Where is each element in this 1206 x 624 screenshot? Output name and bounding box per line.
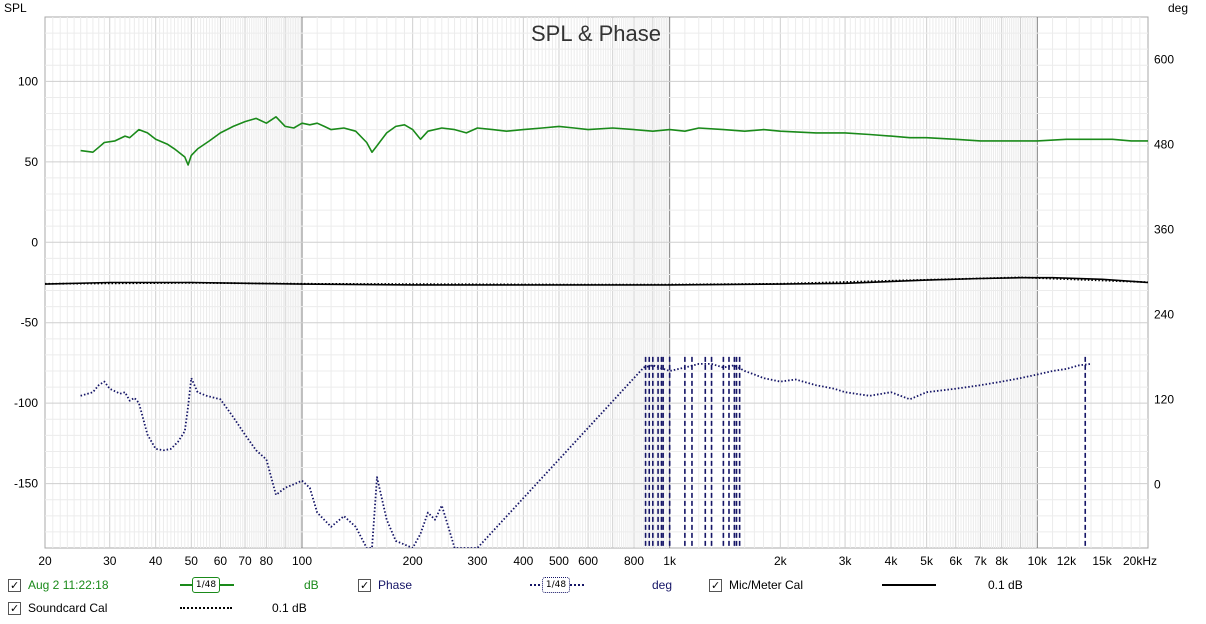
x-tick-label: 400 [513,554,533,568]
legend-unit-soundcard-cal: 0.1 dB [272,601,307,615]
x-tick-label: 30 [103,554,117,568]
y-right-tick-label: 600 [1154,52,1174,66]
series-line-0 [80,116,1148,166]
legend-label-measurement: Aug 2 11:22:18 [28,578,109,592]
y-left-axis-label: SPL [4,1,27,15]
x-tick-label: 3k [839,554,853,568]
y-left-tick-label: 100 [18,74,38,88]
swatch-mic-cal [882,584,936,586]
series-line-3 [45,276,1148,286]
y-left-tick-label: -50 [21,316,39,330]
y-left-tick-label: -150 [14,477,38,491]
checkbox-soundcard-cal[interactable] [8,600,21,618]
x-tick-label: 80 [260,554,274,568]
x-tick-label: 2k [774,554,788,568]
swatch-soundcard-cal [180,607,232,609]
x-tick-label: 12k [1057,554,1077,568]
x-tick-label: 10k [1028,554,1048,568]
smoothing-control-measurement[interactable]: 1/48 [180,576,236,594]
y-left-tick-label: -100 [14,396,38,410]
legend-label-soundcard-cal: Soundcard Cal [28,601,108,615]
x-tick-label: 8k [995,554,1009,568]
x-tick-label: 15k [1092,554,1112,568]
x-tick-label: 60 [214,554,228,568]
x-tick-label: 200 [403,554,423,568]
x-tick-label: 1k [663,554,677,568]
smoothing-control-phase[interactable]: 1/48 [530,576,586,594]
x-tick-label: 20 [38,554,52,568]
x-tick-label: 500 [549,554,569,568]
x-tick-label: 50 [185,554,199,568]
checkbox-phase[interactable] [358,577,371,595]
x-tick-label: 7k [974,554,988,568]
y-right-tick-label: 0 [1154,477,1161,491]
y-left-tick-label: 0 [31,235,38,249]
y-right-tick-label: 240 [1154,307,1174,321]
chart-series [45,116,1148,548]
legend-label-phase: Phase [378,578,413,592]
x-tick-label: 20kHz [1123,554,1157,568]
legend: Aug 2 11:22:18 1/48 dB Phase 1/48 deg Mi… [0,576,1206,622]
x-tick-label: 6k [949,554,963,568]
legend-label-mic-cal: Mic/Meter Cal [729,578,804,592]
x-tick-label: 5k [920,554,934,568]
y-right-tick-label: 480 [1154,137,1174,151]
smoothing-badge-phase: 1/48 [542,577,570,593]
x-tick-label: 70 [238,554,252,568]
legend-unit-mic-cal: 0.1 dB [988,578,1023,592]
x-tick-label: 600 [578,554,598,568]
chart-title: SPL & Phase [531,21,661,46]
y-right-tick-label: 360 [1154,222,1174,236]
y-left-tick-label: 50 [25,155,39,169]
legend-unit-phase: deg [652,578,673,592]
x-tick-label: 800 [624,554,644,568]
checkbox-mic-cal[interactable] [709,577,722,595]
x-tick-label: 300 [467,554,487,568]
smoothing-badge-measurement: 1/48 [192,577,220,593]
checkbox-measurement[interactable] [8,577,21,595]
series-line-1 [80,362,1092,548]
series-group [45,116,1148,548]
y-right-axis-label: deg [1168,1,1188,15]
y-right-tick-label: 120 [1154,392,1174,406]
x-tick-label: 100 [292,554,312,568]
x-tick-label: 4k [885,554,899,568]
x-tick-label: 40 [149,554,163,568]
legend-unit-measurement: dB [304,578,319,592]
